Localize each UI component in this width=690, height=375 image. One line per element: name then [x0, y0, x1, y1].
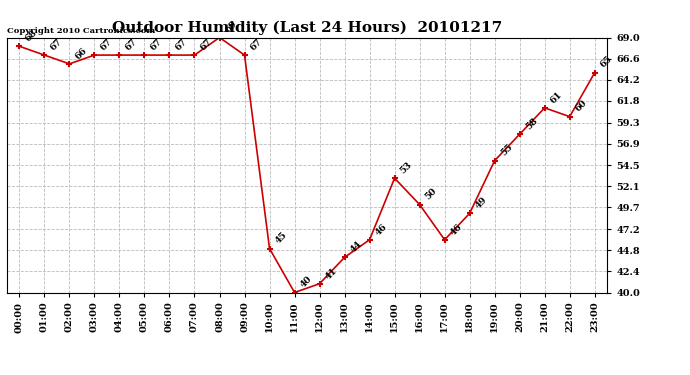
Text: 44: 44 [348, 239, 364, 255]
Text: 46: 46 [374, 222, 389, 237]
Text: 69: 69 [224, 20, 239, 35]
Text: 67: 67 [124, 37, 139, 52]
Text: 55: 55 [499, 142, 514, 158]
Text: 41: 41 [324, 266, 339, 281]
Text: 67: 67 [174, 37, 189, 52]
Text: 49: 49 [474, 195, 489, 211]
Text: 68: 68 [23, 28, 39, 44]
Text: 40: 40 [299, 274, 314, 290]
Text: 66: 66 [74, 46, 89, 61]
Text: 61: 61 [549, 90, 564, 105]
Text: Copyright 2010 Cartronics.com: Copyright 2010 Cartronics.com [7, 27, 155, 35]
Text: 58: 58 [524, 116, 539, 132]
Text: 67: 67 [148, 37, 164, 52]
Text: 46: 46 [448, 222, 464, 237]
Text: 60: 60 [574, 99, 589, 114]
Text: 45: 45 [274, 231, 289, 246]
Text: 67: 67 [48, 37, 64, 52]
Text: 65: 65 [599, 55, 614, 70]
Text: 67: 67 [248, 37, 264, 52]
Text: 67: 67 [99, 37, 114, 52]
Text: 53: 53 [399, 160, 414, 176]
Text: 67: 67 [199, 37, 214, 52]
Text: 50: 50 [424, 187, 439, 202]
Title: Outdoor Humidity (Last 24 Hours)  20101217: Outdoor Humidity (Last 24 Hours) 2010121… [112, 21, 502, 35]
